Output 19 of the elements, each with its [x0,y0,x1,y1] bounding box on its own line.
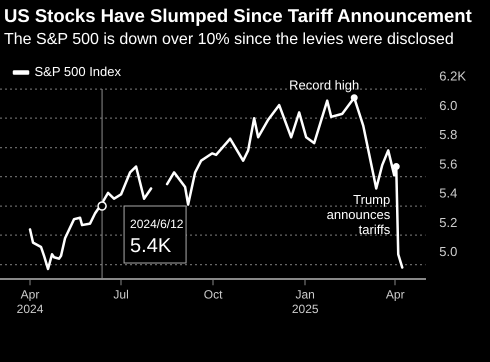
chart-title: US Stocks Have Slumped Since Tariff Announcement [4,5,472,27]
x-tick-label: Oct [204,288,224,302]
chart-subtitle: The S&P 500 is down over 10% since the levies were disclosed [4,31,454,49]
annotation: Record high [289,77,360,92]
legend-label: S&P 500 Index [34,64,122,80]
x-tick-label: Apr 2024 [16,288,44,316]
y-tick-label: 5.4 [439,186,458,201]
annotation: 5.4K [130,235,172,258]
annotation: 2024/6/12 [130,217,184,232]
y-tick-label: 6.2K [439,68,466,84]
x-tick-label: Jul [113,288,129,302]
y-tick-label: 6.0 [439,98,458,113]
y-tick-label: 5.0 [439,244,458,260]
annotation: Trump announces tariffs [326,192,391,238]
x-tick-label: Jan 2025 [292,288,319,316]
x-tick-label: Apr [386,288,405,302]
y-tick-label: 5.6 [439,156,458,172]
y-tick-label: 5.2 [439,214,458,230]
y-tick-label: 5.8 [439,127,458,142]
